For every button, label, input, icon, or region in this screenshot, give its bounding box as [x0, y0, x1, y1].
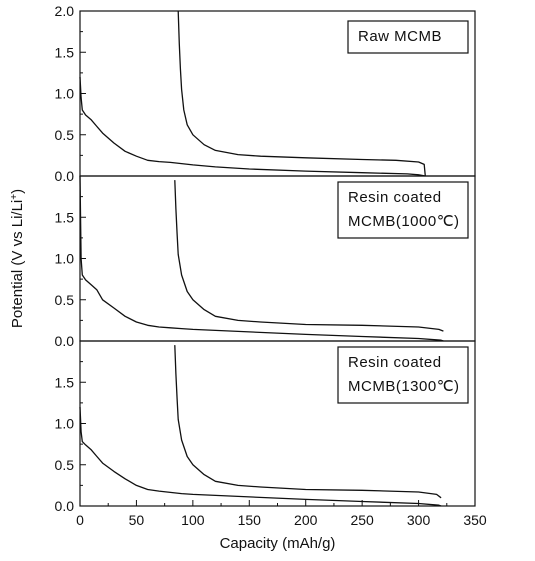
- y-tick-label: 0.5: [55, 292, 75, 308]
- y-tick-label: 1.5: [55, 209, 75, 225]
- charge-curve: [174, 180, 444, 332]
- panel-2: 0.0 0.5 1.0 1.5 Resin coated MCMB(1000℃): [55, 175, 476, 349]
- discharge-curve: [79, 175, 444, 342]
- y-tick-label: 1.5: [55, 44, 75, 60]
- x-tick-label: 150: [238, 512, 262, 528]
- legend-label: Resin coated: [348, 189, 442, 206]
- legend-frame: [337, 346, 469, 404]
- x-tick-label: 300: [407, 512, 431, 528]
- y-tick-label: 1.0: [55, 86, 75, 102]
- y-axis-label: Potential (V vs Li/Li+): [9, 189, 27, 328]
- charge-curve: [177, 10, 426, 177]
- y-tick-label: 0.5: [55, 457, 75, 473]
- discharge-curve: [79, 406, 442, 507]
- legend-frame: [347, 20, 469, 54]
- legend-label: Raw MCMB: [358, 28, 442, 45]
- legend-frame: [337, 181, 469, 239]
- x-tick-label: 100: [181, 512, 205, 528]
- x-tick-label: 250: [350, 512, 374, 528]
- y-tick-label: 0.0: [55, 168, 75, 184]
- x-tick-label: 200: [294, 512, 318, 528]
- discharge-curve: [79, 76, 426, 177]
- x-axis-label: Capacity (mAh/g): [220, 535, 336, 552]
- x-axis: 0 50 100 150 200 250 300 350: [76, 500, 487, 528]
- x-tick-label: 0: [76, 512, 84, 528]
- legend-box: Raw MCMB: [347, 20, 469, 54]
- legend-label: MCMB(1300℃): [348, 378, 460, 395]
- panel-1: 0.0 0.5 1.0 1.5 2.0 Raw MCMB: [55, 3, 476, 184]
- legend-box: Resin coated MCMB(1000℃): [337, 181, 469, 239]
- y-tick-label: 2.0: [55, 3, 75, 19]
- x-tick-label: 350: [463, 512, 487, 528]
- legend-box: Resin coated MCMB(1300℃): [337, 346, 469, 404]
- x-tick-label: 50: [129, 512, 145, 528]
- legend-label: Resin coated: [348, 354, 442, 371]
- chart-panels: 0.0 0.5 1.0 1.5 2.0 Raw MCMB 0.0 0.5 1.0 1.5 Resin…: [55, 3, 476, 514]
- charge-curve: [174, 345, 442, 499]
- panel-3: 0.0 0.5 1.0 1.5 Resin coated MCMB(1300℃): [55, 340, 476, 514]
- y-tick-label: 1.0: [55, 251, 75, 267]
- y-tick-label: 0.0: [55, 498, 75, 514]
- legend-label: MCMB(1000℃): [348, 213, 460, 230]
- y-tick-label: 1.0: [55, 416, 75, 432]
- y-tick-label: 1.5: [55, 374, 75, 390]
- y-tick-label: 0.5: [55, 127, 75, 143]
- y-tick-label: 0.0: [55, 333, 75, 349]
